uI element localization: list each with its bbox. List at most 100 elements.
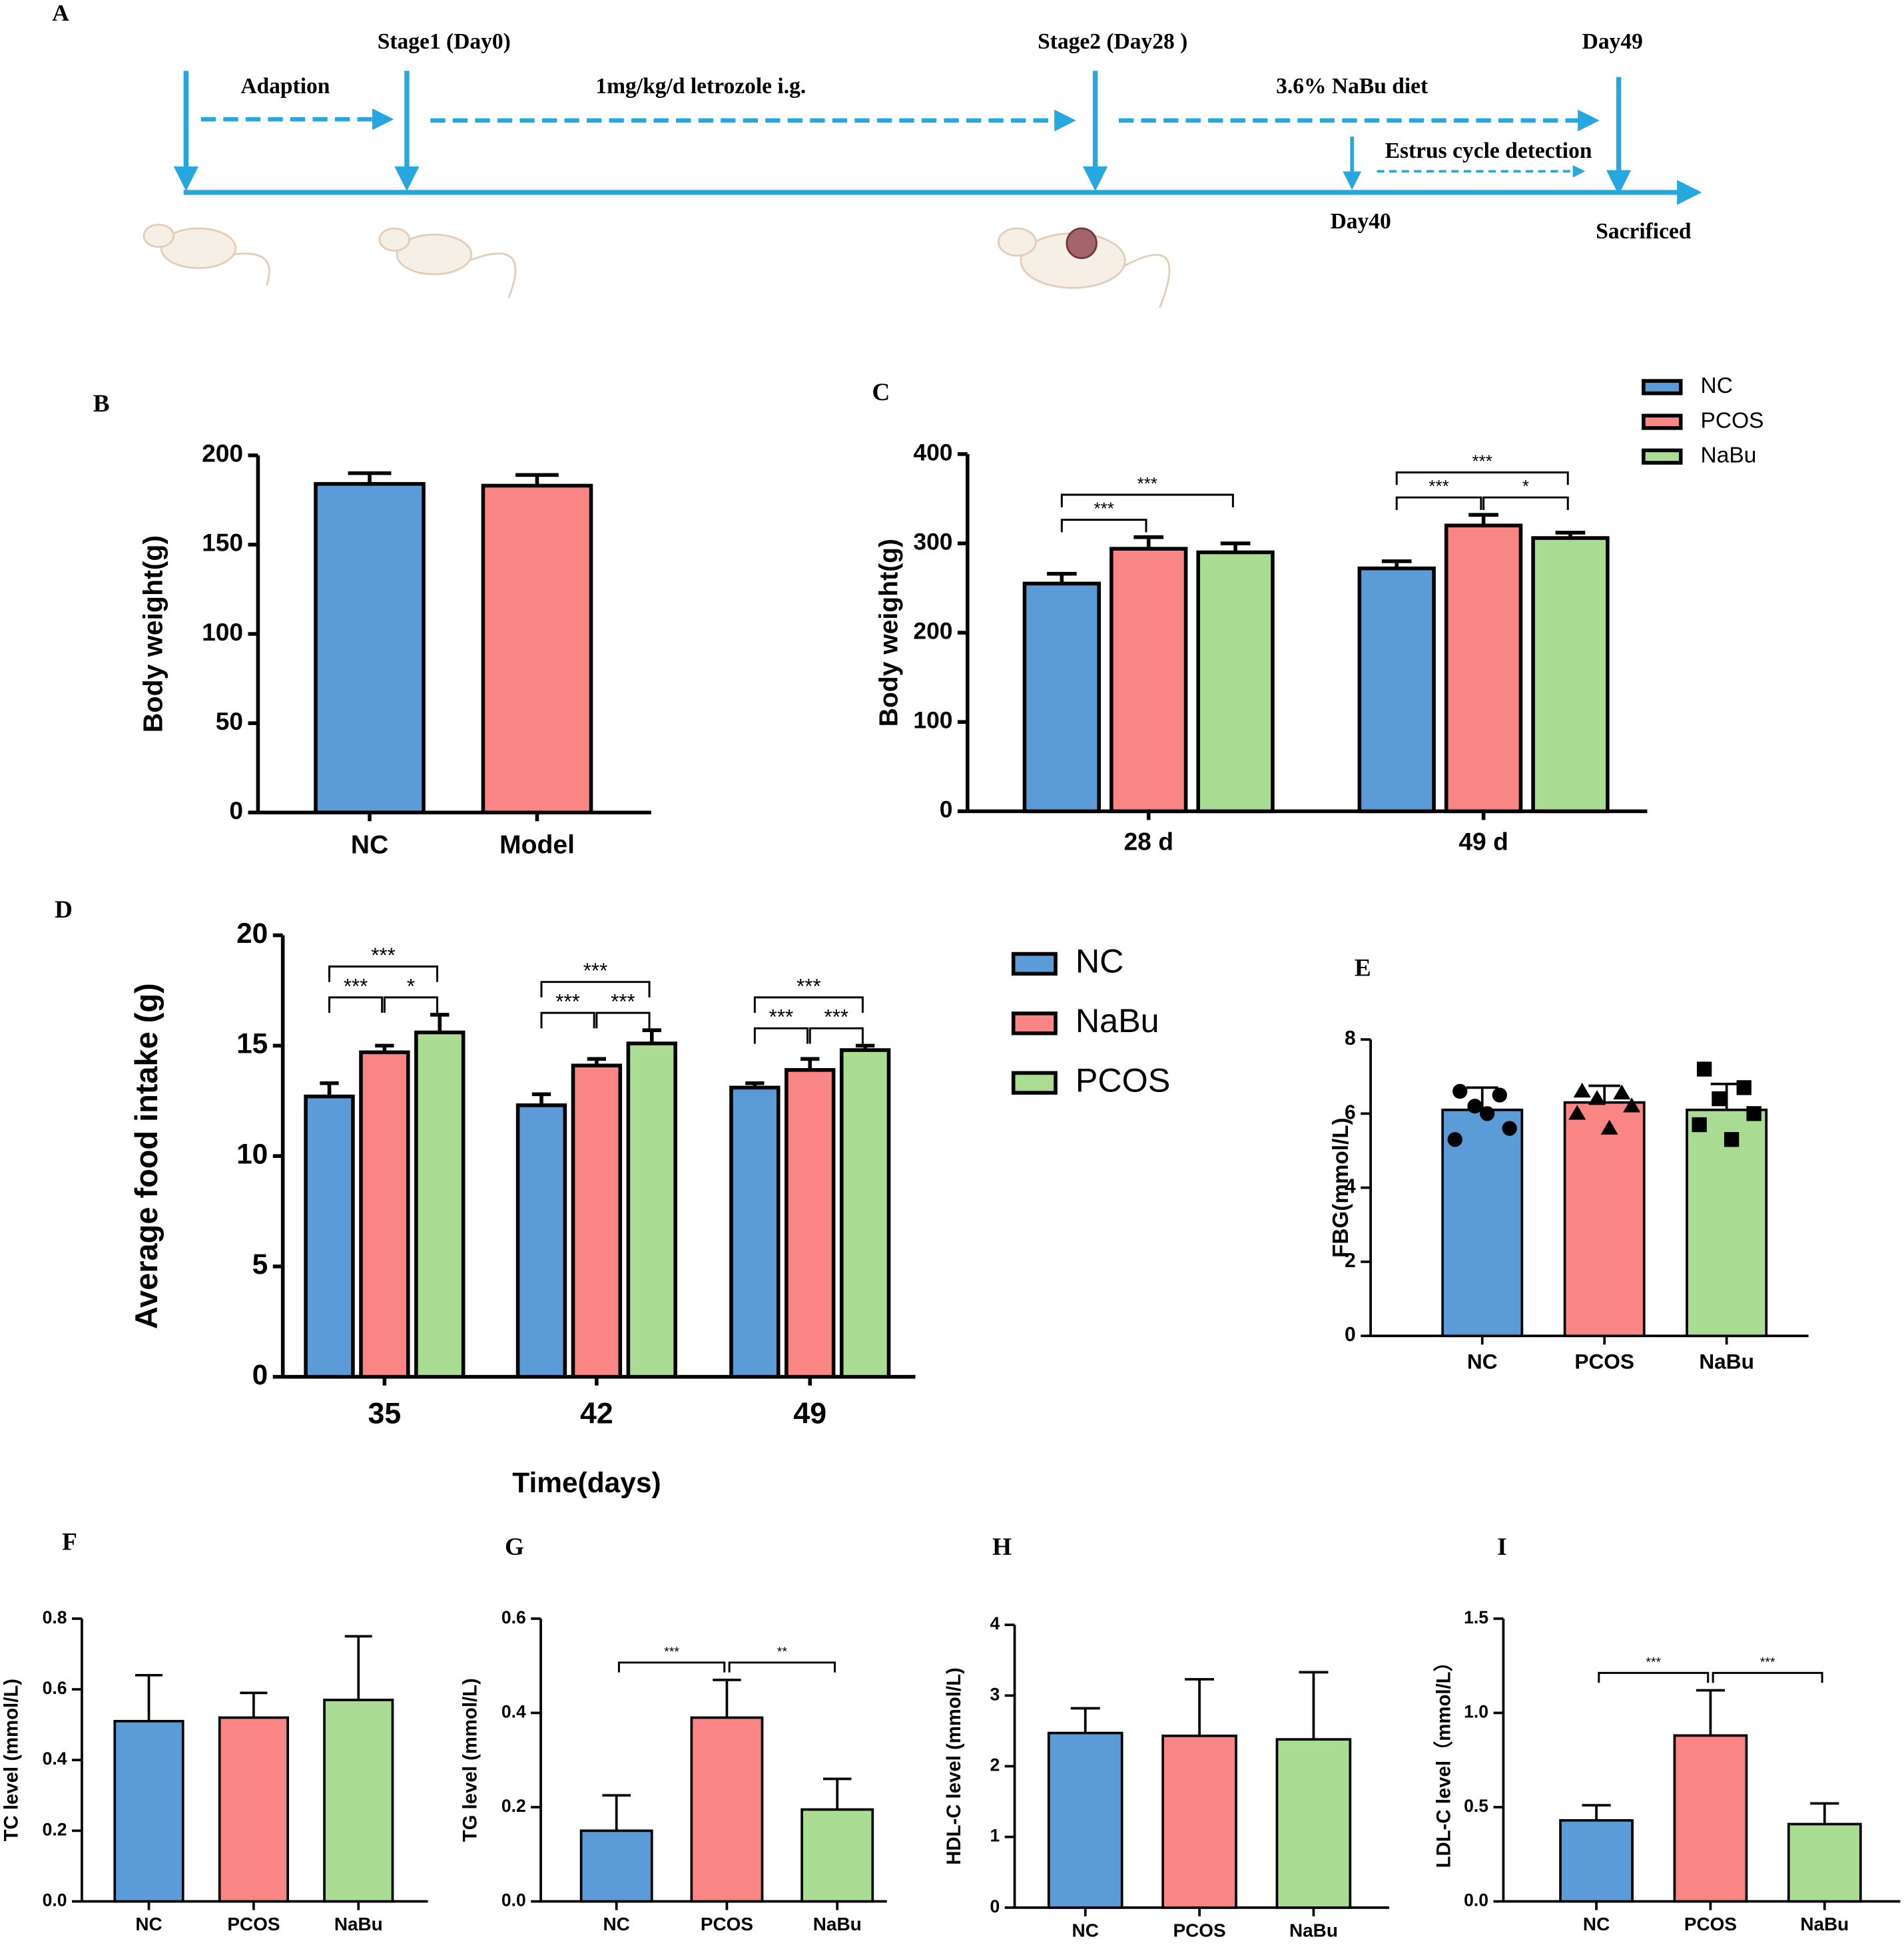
bar xyxy=(1441,1108,1524,1338)
bar xyxy=(1444,523,1523,814)
significance-bracket xyxy=(328,996,384,1013)
bar xyxy=(323,1699,394,1903)
y-tick-label: 6 xyxy=(1345,1101,1356,1123)
bar xyxy=(113,1719,184,1903)
significance-bracket xyxy=(328,965,439,982)
y-tick-label: 1.5 xyxy=(1464,1607,1488,1627)
phase-label: 3.6% NaBu diet xyxy=(1276,74,1428,99)
y-tick-label: 0.2 xyxy=(501,1796,526,1816)
significance-label: *** xyxy=(1472,451,1492,471)
legend-label: PCOS xyxy=(1076,1061,1170,1099)
data-point xyxy=(1623,1097,1641,1113)
panel-label: D xyxy=(55,896,73,924)
panel-label: A xyxy=(52,0,69,26)
significance-bracket xyxy=(1712,1671,1823,1683)
significance-bracket xyxy=(1395,496,1482,510)
x-tick-label: NC xyxy=(1467,1350,1498,1374)
x-tick-label: PCOS xyxy=(1173,1920,1226,1941)
y-tick-label: 4 xyxy=(1345,1176,1356,1198)
data-point xyxy=(1588,1090,1606,1105)
panel-label: E xyxy=(1355,954,1371,981)
bar xyxy=(1110,547,1188,814)
x-tick-label: NaBu xyxy=(1800,1914,1849,1934)
y-tick-label: 8 xyxy=(1345,1027,1356,1049)
y-axis-label: FBG(mmol/L) xyxy=(1329,1117,1353,1257)
y-axis-label: TG level (mmol/L) xyxy=(460,1678,481,1842)
bar xyxy=(1686,1108,1768,1338)
x-tick-label: NC xyxy=(1072,1920,1099,1941)
y-tick-label: 50 xyxy=(216,707,243,735)
x-tick-label: NaBu xyxy=(334,1914,383,1934)
y-tick-label: 300 xyxy=(913,529,952,555)
y-tick-label: 0.0 xyxy=(43,1890,67,1910)
significance-bracket xyxy=(540,981,651,997)
y-tick-label: 0 xyxy=(229,796,243,824)
data-point xyxy=(1696,1061,1712,1077)
significance-label: *** xyxy=(1137,473,1157,493)
significance-label: * xyxy=(407,974,415,997)
data-point xyxy=(1692,1117,1707,1133)
panel-label: H xyxy=(992,1533,1012,1561)
y-tick-label: 0.4 xyxy=(501,1701,526,1721)
y-tick-label: 200 xyxy=(913,619,952,645)
bar xyxy=(481,483,593,815)
marker-label: Day40 xyxy=(1331,209,1391,234)
x-tick-label: NaBu xyxy=(1289,1920,1338,1941)
significance-bracket xyxy=(728,1661,836,1673)
y-tick-label: 400 xyxy=(913,439,952,465)
x-tick-label: NaBu xyxy=(1699,1350,1754,1374)
significance-bracket xyxy=(617,1661,726,1673)
bar xyxy=(1022,581,1102,814)
panel-label: F xyxy=(62,1529,77,1556)
data-point xyxy=(1712,1091,1727,1107)
bar xyxy=(571,1063,623,1379)
data-point xyxy=(1736,1080,1751,1095)
y-axis-label: Body weight(g) xyxy=(875,539,904,726)
data-point xyxy=(1492,1087,1507,1103)
bar xyxy=(1047,1731,1123,1909)
y-tick-label: 0.8 xyxy=(43,1607,67,1627)
bar xyxy=(1559,1818,1634,1903)
x-tick-label: NaBu xyxy=(813,1914,862,1934)
significance-label: *** xyxy=(583,959,608,982)
bar xyxy=(515,1103,567,1379)
data-point xyxy=(1568,1105,1586,1120)
y-tick-label: 0 xyxy=(252,1359,268,1390)
significance-bracket xyxy=(1395,471,1569,485)
bar xyxy=(359,1050,410,1379)
y-tick-label: 0.5 xyxy=(1464,1796,1488,1816)
significance-label: *** xyxy=(664,1645,679,1659)
significance-label: *** xyxy=(1646,1655,1661,1670)
bar xyxy=(1531,536,1610,814)
significance-label: *** xyxy=(371,944,396,967)
stage-label: Stage1 (Day0) xyxy=(378,29,511,54)
y-axis-label: TC level (mmol/L) xyxy=(0,1679,22,1841)
bar xyxy=(800,1808,874,1903)
bar xyxy=(1357,566,1436,814)
y-tick-label: 0 xyxy=(940,797,953,823)
panel-label: G xyxy=(505,1533,524,1561)
x-tick-label: PCOS xyxy=(701,1914,753,1934)
bar xyxy=(1563,1101,1646,1338)
bar xyxy=(1161,1735,1237,1909)
bar xyxy=(690,1716,764,1903)
significance-bracket xyxy=(1060,493,1234,507)
data-point xyxy=(1613,1084,1631,1100)
x-tick-label: 42 xyxy=(580,1398,613,1430)
y-axis-label: LDL-C level（mmol/L） xyxy=(1433,1652,1455,1868)
y-tick-label: 0.4 xyxy=(43,1749,67,1769)
bar xyxy=(304,1094,355,1379)
x-tick-label: NC xyxy=(351,830,388,859)
data-point xyxy=(1724,1132,1740,1147)
bar xyxy=(1275,1738,1352,1909)
significance-label: *** xyxy=(1094,499,1113,519)
legend-swatch xyxy=(1011,1071,1058,1095)
bar xyxy=(414,1030,466,1379)
y-tick-label: 1 xyxy=(990,1826,1000,1846)
y-tick-label: 100 xyxy=(913,708,952,734)
legend-label: NaBu xyxy=(1701,443,1757,468)
x-tick-label: PCOS xyxy=(227,1914,280,1934)
legend-swatch xyxy=(1642,414,1683,430)
significance-bracket xyxy=(595,1011,651,1029)
